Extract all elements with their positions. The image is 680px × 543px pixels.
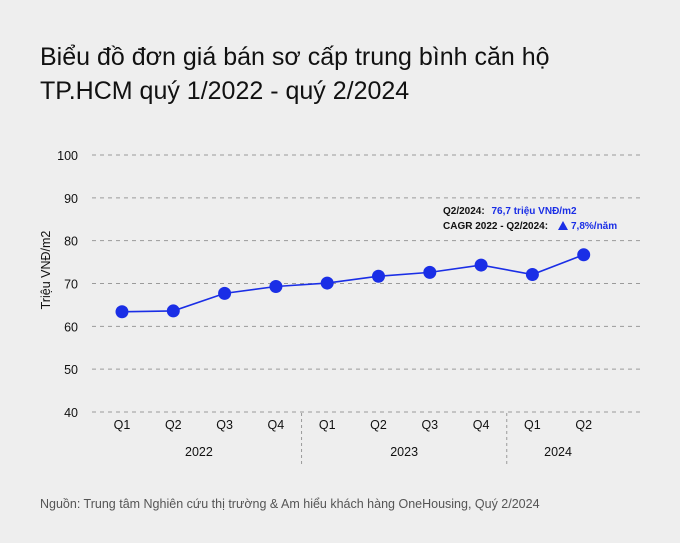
data-point: [474, 258, 488, 272]
x-tick-label: Q4: [268, 418, 285, 432]
y-tick-label: 40: [64, 406, 78, 420]
y-tick-label: 80: [64, 235, 78, 249]
x-axis-tick-labels: Q1 Q2 Q3 Q4 Q1 Q2 Q3 Q4 Q1 Q2: [114, 418, 592, 432]
data-point: [269, 279, 283, 293]
x-tick-label: Q2: [165, 418, 182, 432]
year-label: 2023: [390, 445, 418, 459]
y-tick-label: 100: [57, 149, 78, 163]
y-tick-label: 70: [64, 278, 78, 292]
annotation-line1-label: Q2/2024:: [443, 206, 485, 217]
x-tick-label: Q1: [524, 418, 541, 432]
data-point: [320, 276, 334, 290]
data-point: [218, 286, 232, 300]
chart-title-line2: TP.HCM quý 1/2022 - quý 2/2024: [40, 77, 410, 105]
year-separators: [301, 413, 508, 467]
year-label: 2024: [544, 445, 572, 459]
data-point: [525, 268, 539, 282]
annotation-line2-value: 7,8%/năm: [571, 221, 617, 232]
y-tick-label: 50: [64, 363, 78, 377]
annotation-line2-label: CAGR 2022 - Q2/2024:: [443, 221, 548, 232]
data-points: [115, 248, 591, 319]
gridlines: [92, 154, 640, 413]
year-group-labels: 2022 2023 2024: [185, 445, 572, 459]
series-line: [121, 254, 584, 313]
chart-title: Biểu đồ đơn giá bán sơ cấp trung bình că…: [40, 40, 640, 108]
y-axis-label: Triệu VNĐ/m2: [39, 231, 53, 310]
source-note: Nguồn: Trung tâm Nghiên cứu thị trường &…: [40, 497, 540, 511]
data-point: [372, 269, 385, 283]
x-tick-label: Q1: [114, 418, 131, 432]
svg-text:Q2/2024: 76,7 triệu VNĐ/: Q2/2024: 76,7 triệu VNĐ/m2: [443, 206, 577, 217]
y-tick-label: 60: [64, 320, 78, 334]
y-tick-label: 90: [64, 192, 78, 206]
x-tick-label: Q2: [370, 418, 387, 432]
year-label: 2022: [185, 445, 213, 459]
data-point: [577, 248, 591, 262]
x-tick-label: Q4: [473, 418, 490, 432]
x-tick-label: Q3: [216, 418, 233, 432]
annotation: Q2/2024: 76,7 triệu VNĐ/m2 CAGR 2022 - Q…: [443, 206, 617, 232]
x-tick-label: Q1: [319, 418, 336, 432]
chart-title-line1: Biểu đồ đơn giá bán sơ cấp trung bình că…: [40, 43, 550, 71]
x-tick-label: Q2: [575, 418, 592, 432]
data-point: [423, 265, 437, 279]
annotation-line1-value: 76,7 triệu VNĐ/m2: [491, 206, 576, 217]
x-tick-label: Q3: [421, 418, 438, 432]
data-point: [166, 304, 180, 318]
triangle-up-icon: [558, 221, 568, 230]
data-point: [115, 305, 129, 319]
y-axis-tick-labels: 40 50 60 70 80 90 100: [57, 149, 78, 420]
